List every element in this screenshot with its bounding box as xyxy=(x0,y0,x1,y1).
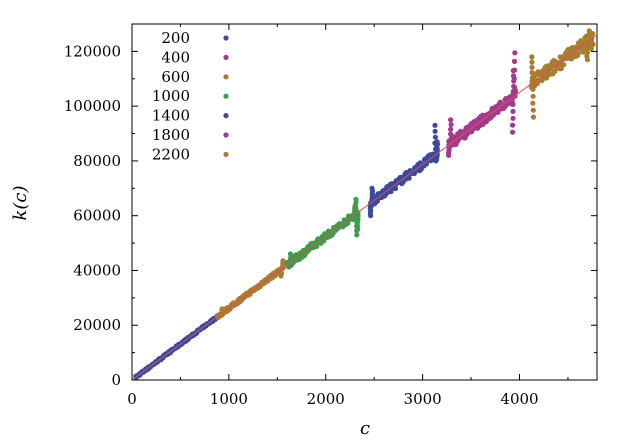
data-point xyxy=(530,86,536,92)
data-point xyxy=(446,152,452,158)
data-point xyxy=(575,51,581,57)
data-point xyxy=(509,129,516,135)
data-point xyxy=(586,28,592,34)
plot-area xyxy=(131,23,598,381)
axes: 0 1000 2000 3000 400002000040000600008000010… xyxy=(64,24,597,408)
data-point xyxy=(369,185,375,191)
data-point xyxy=(511,83,517,89)
data-point xyxy=(352,203,358,209)
data-point xyxy=(530,107,536,113)
data-point xyxy=(219,306,225,312)
legend-label: 200 xyxy=(161,29,190,47)
legend-label: 600 xyxy=(161,68,190,86)
data-point xyxy=(432,122,438,128)
data-point xyxy=(432,128,438,134)
plot-frame xyxy=(131,23,598,381)
legend-label: 1400 xyxy=(152,107,190,125)
data-point xyxy=(509,122,516,128)
data-point xyxy=(530,93,536,99)
y-tick-label: 60000 xyxy=(73,207,121,225)
legend-marker xyxy=(223,35,229,41)
data-point xyxy=(354,219,360,225)
legend-label: 400 xyxy=(161,48,190,66)
data-point xyxy=(432,134,438,140)
legend-marker xyxy=(223,93,229,99)
legend-label: 1000 xyxy=(152,87,190,105)
data-point xyxy=(448,131,454,137)
legend-marker xyxy=(223,74,229,80)
fit-line-layer xyxy=(131,34,598,381)
x-tick-label: 0 xyxy=(127,390,137,408)
data-point xyxy=(448,117,454,123)
data-point xyxy=(561,62,567,68)
data-point xyxy=(433,158,439,164)
fit-line xyxy=(131,34,598,381)
data-point xyxy=(588,46,594,52)
y-tick-label: 120000 xyxy=(64,42,121,60)
data-point xyxy=(580,49,587,55)
y-tick-label: 80000 xyxy=(73,152,121,170)
data-point xyxy=(529,59,535,65)
data-point xyxy=(530,100,536,106)
data-point xyxy=(558,65,564,72)
data-point xyxy=(406,175,412,181)
data-point xyxy=(510,101,516,107)
data-point xyxy=(354,232,360,238)
data-point xyxy=(584,57,591,63)
data-point xyxy=(448,122,454,128)
data-point xyxy=(530,114,537,120)
data-point xyxy=(529,64,535,70)
data-point xyxy=(278,273,284,279)
y-tick-label: 0 xyxy=(111,371,121,389)
data-point xyxy=(353,215,360,221)
legend-label: 2200 xyxy=(152,145,190,163)
y-tick-label: 20000 xyxy=(73,316,121,334)
data-point xyxy=(434,139,440,145)
data-point xyxy=(510,88,516,95)
data-point xyxy=(314,243,320,249)
data-point xyxy=(529,54,535,60)
legend-marker xyxy=(223,113,229,119)
x-tick-label: 2000 xyxy=(307,390,345,408)
legend-label: 1800 xyxy=(152,126,190,144)
data-point xyxy=(287,251,294,257)
data-point xyxy=(368,213,374,219)
data-point xyxy=(510,68,516,74)
legend-marker xyxy=(223,151,229,157)
data-point xyxy=(280,258,286,264)
x-tick-label: 3000 xyxy=(404,390,442,408)
x-axis-label: c xyxy=(360,418,370,439)
data-point xyxy=(511,58,518,64)
data-point xyxy=(353,223,360,229)
y-axis-label: k(c) xyxy=(10,185,31,220)
y-tick-label: 100000 xyxy=(64,97,121,115)
data-point xyxy=(354,227,360,234)
data-point xyxy=(345,220,351,226)
y-tick-label: 40000 xyxy=(73,261,121,279)
legend-marker xyxy=(223,132,229,138)
data-point xyxy=(529,70,535,76)
data-point xyxy=(392,185,399,192)
data-point xyxy=(510,108,516,114)
data-point xyxy=(529,75,535,81)
data-point xyxy=(512,50,518,56)
data-point xyxy=(353,196,359,202)
legend-marker xyxy=(223,54,229,61)
data-point xyxy=(510,115,516,121)
x-tick-label: 1000 xyxy=(210,390,248,408)
data-point xyxy=(510,73,517,79)
data-point xyxy=(448,136,454,142)
data-point xyxy=(448,126,454,132)
x-tick-label: 4000 xyxy=(500,390,538,408)
data-point xyxy=(511,78,517,84)
